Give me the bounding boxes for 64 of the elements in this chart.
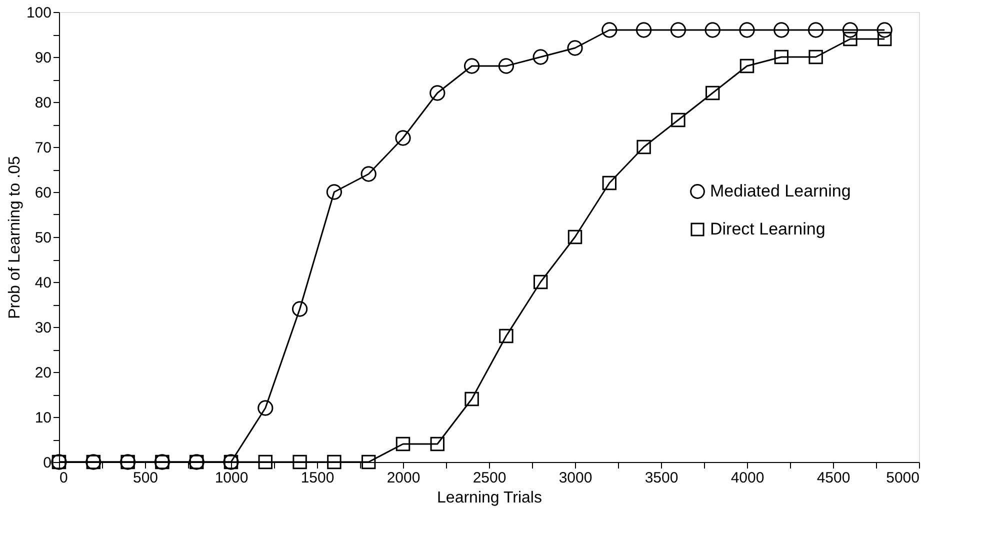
- point: [326, 184, 342, 200]
- point: [292, 454, 307, 470]
- point: [705, 86, 720, 100]
- x-tick-label: 3500: [644, 470, 678, 486]
- point: [636, 140, 651, 154]
- y-tick-label: 50: [34, 230, 52, 246]
- y-tick-label: 80: [34, 94, 52, 112]
- y-tick-label: 0: [43, 454, 52, 472]
- x-tick-label: 500: [132, 470, 158, 486]
- point: [360, 166, 376, 182]
- x-tick-label: 1000: [214, 470, 248, 486]
- point: [740, 58, 754, 74]
- point: [396, 436, 410, 452]
- legend-label: Direct Learning: [710, 220, 826, 238]
- y-tick-label: 60: [34, 184, 52, 202]
- point: [670, 22, 686, 38]
- y-axis-title: Prob of Learning to .05: [6, 156, 24, 319]
- point: [843, 32, 858, 46]
- point: [774, 50, 789, 64]
- point: [430, 85, 446, 101]
- point: [464, 58, 480, 74]
- y-tick-label: 40: [34, 274, 52, 292]
- legend-label: Mediated Learning: [710, 182, 851, 200]
- point: [532, 49, 548, 65]
- point: [876, 22, 892, 38]
- x-tick-label: 0: [60, 470, 68, 486]
- x-tick-label: 2000: [386, 470, 420, 486]
- point: [774, 22, 790, 38]
- point: [533, 274, 548, 290]
- y-tick-label: 70: [34, 140, 52, 156]
- y-tick-label: 100: [26, 4, 52, 22]
- point: [499, 328, 514, 344]
- point: [842, 22, 858, 38]
- point: [602, 176, 617, 190]
- point: [430, 436, 445, 452]
- y-tick-label: 30: [34, 320, 52, 336]
- x-tick-label: 3000: [558, 470, 592, 486]
- x-tick-label: 2500: [472, 470, 506, 486]
- point: [361, 454, 376, 470]
- point: [739, 22, 755, 38]
- point: [258, 454, 273, 470]
- point: [258, 400, 274, 416]
- point: [327, 454, 342, 470]
- y-tick-label: 90: [34, 50, 52, 66]
- y-tick-label: 10: [34, 410, 52, 426]
- x-tick-label: 4500: [816, 470, 850, 486]
- x-tick-label: 4000: [730, 470, 764, 486]
- x-tick-label: 1500: [300, 470, 334, 486]
- point: [568, 230, 582, 244]
- point: [395, 130, 411, 146]
- point: [808, 22, 824, 38]
- y-tick-label: 20: [34, 364, 52, 382]
- point: [498, 58, 514, 74]
- point: [292, 301, 308, 317]
- point: [704, 22, 720, 38]
- point: [808, 50, 823, 64]
- point: [636, 22, 652, 38]
- x-axis-title: Learning Trials: [437, 490, 542, 506]
- x-tick-label: 5000: [886, 470, 920, 486]
- point: [602, 22, 618, 38]
- point: [464, 392, 479, 406]
- point: [877, 32, 892, 46]
- point: [671, 112, 686, 128]
- point: [567, 40, 583, 56]
